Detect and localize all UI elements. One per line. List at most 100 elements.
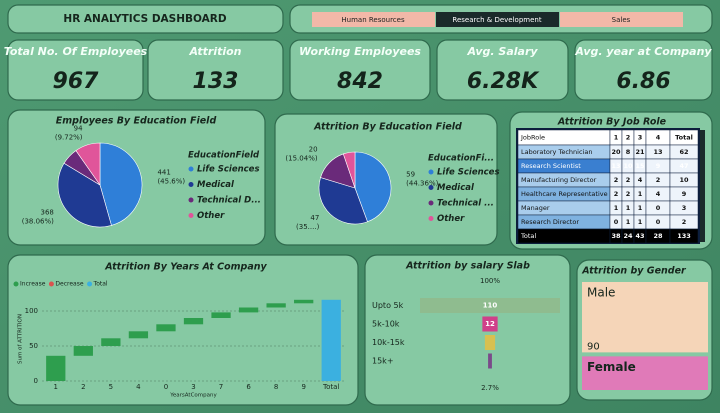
x-tick-label: 0: [164, 383, 168, 391]
data-label: 59: [406, 171, 415, 179]
x-tick-label: 1: [54, 383, 58, 391]
x-tick-label: 7: [219, 383, 223, 391]
x-tick-label: 2: [81, 383, 85, 391]
table-text: 2: [626, 190, 631, 198]
legend-marker: [13, 281, 19, 287]
table-text: 24: [623, 232, 633, 240]
table-text: 28: [653, 232, 663, 240]
legend-marker: [87, 281, 93, 287]
chart-title: Employees By Education Field: [56, 116, 217, 127]
bar: [484, 335, 496, 350]
data-label: 368: [41, 209, 54, 217]
table-cell: [669, 228, 699, 244]
pie-slice: [75, 142, 101, 186]
table-text: 133: [677, 232, 691, 240]
legend-marker: [188, 197, 194, 203]
legend-marker: [428, 216, 434, 221]
table-text: Total: [675, 134, 693, 142]
data-label: 12: [485, 320, 495, 328]
legend-label: Increase: [20, 281, 46, 288]
y-tick-label: 50: [29, 342, 38, 350]
pie-slice: [57, 162, 112, 228]
panel: [7, 254, 359, 406]
table-text: 8: [626, 148, 631, 156]
table-text: 2: [682, 218, 687, 226]
tab-label[interactable]: Research & Development: [452, 16, 541, 24]
pie-slice: [318, 177, 368, 225]
kpi-title: Attrition: [188, 45, 241, 58]
table-text: 43: [635, 232, 644, 240]
bar: [321, 299, 341, 381]
bar: [238, 307, 259, 313]
legend-label: Decrease: [55, 281, 83, 288]
table-text: 10: [679, 176, 689, 184]
legend-label: Other: [197, 211, 225, 221]
tab[interactable]: [312, 12, 435, 27]
y-axis-title: Sum of ATTRITION: [18, 314, 24, 364]
category-label: 10k-15k: [372, 338, 405, 347]
data-label: 47: [310, 214, 319, 222]
annotation: 2.7%: [481, 384, 499, 392]
table-text: 13: [611, 162, 620, 170]
category-label: 5k-10k: [372, 320, 400, 329]
legend-marker: [428, 185, 434, 190]
table-text: Research Director: [521, 218, 579, 226]
tab-label[interactable]: Sales: [612, 16, 631, 24]
scrollbar[interactable]: [700, 130, 705, 242]
data-label: 441: [157, 169, 170, 177]
bar: [488, 353, 492, 369]
data-label: (35....): [296, 223, 320, 231]
table-text: 0: [656, 218, 661, 226]
table-text: JobRole: [520, 134, 545, 142]
table-text: 21: [635, 148, 645, 156]
annotation: 100%: [480, 277, 500, 285]
chart-title: Attrition by Gender: [581, 266, 687, 277]
table-text: 4: [656, 134, 661, 142]
kpi-value: 133: [193, 69, 239, 94]
table-text: 9: [682, 190, 687, 198]
legend-marker: [188, 213, 194, 218]
x-tick-label: 8: [274, 383, 278, 391]
data-label: (45.6%): [157, 178, 185, 186]
kpi-value: 842: [337, 69, 383, 94]
bar: [101, 338, 121, 346]
table-text: Healthcare Representative: [521, 190, 608, 198]
table-text: 38: [611, 232, 621, 240]
table-text: 4: [656, 190, 661, 198]
legend-label: Medical: [197, 180, 235, 190]
y-tick-label: 0: [34, 377, 38, 385]
kpi-value: 967: [53, 69, 100, 94]
table-text: 1: [638, 204, 643, 212]
legend-label: Technical D...: [197, 196, 261, 206]
x-tick-label: 3: [191, 383, 195, 391]
legend-title: EducationField: [188, 151, 260, 161]
legend-marker: [188, 182, 194, 187]
pie-slice: [99, 142, 143, 226]
bar: [46, 355, 66, 381]
legend-label: Medical: [437, 183, 475, 193]
tab[interactable]: [560, 12, 683, 27]
table-text: 1: [626, 218, 631, 226]
tab-label[interactable]: Human Resources: [341, 16, 405, 24]
legend-label: Total: [93, 281, 108, 288]
chart-title: Attrition by salary Slab: [405, 261, 530, 272]
table-text: 3: [638, 134, 643, 142]
table-text: Laboratory Technician: [521, 148, 592, 156]
chart-title: Attrition By Education Field: [313, 122, 462, 133]
bar: [266, 303, 286, 308]
data-label: (44.36%): [406, 180, 438, 188]
kpi-value: 6.86: [616, 69, 670, 94]
legend-marker: [428, 169, 434, 175]
table-text: 3: [682, 204, 687, 212]
data-label: (38.06%): [22, 218, 54, 226]
tile-label: Male: [587, 286, 615, 300]
data-label: 20: [309, 146, 318, 154]
tab[interactable]: [436, 12, 559, 27]
kpi-value: 6.28K: [467, 69, 540, 94]
bar: [294, 299, 314, 304]
table-text: 1: [638, 218, 643, 226]
table-text: 2: [614, 190, 619, 198]
x-axis-title: YearsAtCompany: [169, 393, 217, 399]
legend-label: Technical ...: [437, 199, 494, 209]
